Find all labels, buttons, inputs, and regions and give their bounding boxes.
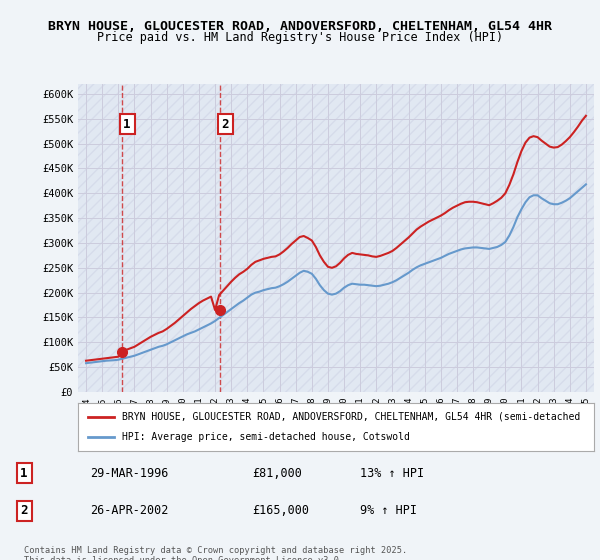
Text: 26-APR-2002: 26-APR-2002 <box>90 505 169 517</box>
Text: 1: 1 <box>123 118 131 130</box>
Text: 1: 1 <box>20 466 28 480</box>
Text: 2: 2 <box>221 118 229 130</box>
Text: Price paid vs. HM Land Registry's House Price Index (HPI): Price paid vs. HM Land Registry's House … <box>97 31 503 44</box>
Text: £81,000: £81,000 <box>252 466 302 480</box>
Text: 2: 2 <box>20 505 28 517</box>
Text: BRYN HOUSE, GLOUCESTER ROAD, ANDOVERSFORD, CHELTENHAM, GL54 4HR: BRYN HOUSE, GLOUCESTER ROAD, ANDOVERSFOR… <box>48 20 552 32</box>
Text: 29-MAR-1996: 29-MAR-1996 <box>90 466 169 480</box>
Text: £165,000: £165,000 <box>252 505 309 517</box>
Text: 13% ↑ HPI: 13% ↑ HPI <box>360 466 424 480</box>
Text: Contains HM Land Registry data © Crown copyright and database right 2025.
This d: Contains HM Land Registry data © Crown c… <box>24 546 407 560</box>
Text: HPI: Average price, semi-detached house, Cotswold: HPI: Average price, semi-detached house,… <box>122 432 410 442</box>
Text: 9% ↑ HPI: 9% ↑ HPI <box>360 505 417 517</box>
Text: BRYN HOUSE, GLOUCESTER ROAD, ANDOVERSFORD, CHELTENHAM, GL54 4HR (semi-detached: BRYN HOUSE, GLOUCESTER ROAD, ANDOVERSFOR… <box>122 412 580 422</box>
